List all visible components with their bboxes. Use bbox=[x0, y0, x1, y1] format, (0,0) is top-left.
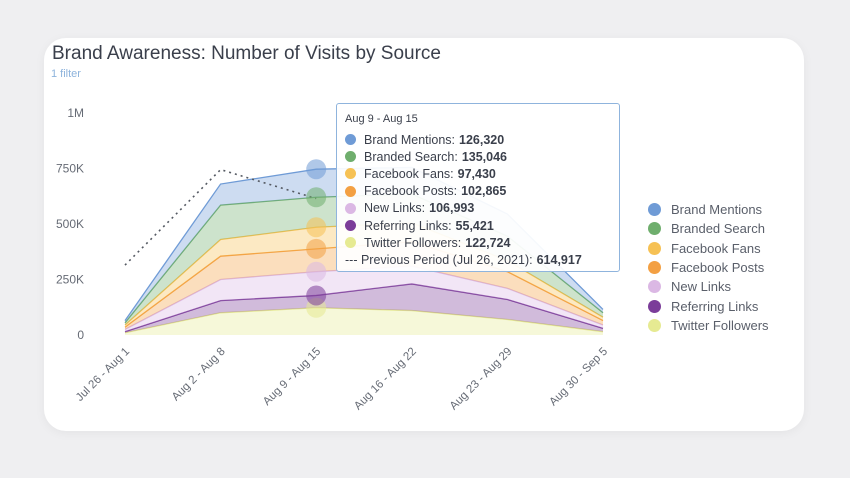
hover-marker bbox=[306, 217, 327, 238]
series-line bbox=[124, 307, 604, 334]
hover-markers bbox=[306, 159, 327, 318]
tooltip-row-label: Branded Search: bbox=[364, 149, 458, 164]
legend-label: Facebook Posts bbox=[671, 260, 765, 276]
series-dot-icon bbox=[345, 185, 356, 197]
legend-dot-icon bbox=[648, 222, 661, 236]
legend-label: Facebook Fans bbox=[671, 240, 761, 256]
tooltip-row: New Links: 106,993 bbox=[345, 200, 619, 217]
x-tick-label: Aug 30 - Sep 5 bbox=[547, 346, 610, 409]
tooltip-row-value: 102,865 bbox=[461, 184, 507, 199]
legend-item[interactable]: Referring Links bbox=[648, 296, 769, 315]
tooltip-row: Brand Mentions: 126,320 bbox=[345, 131, 619, 148]
hover-tooltip: Aug 9 - Aug 15 Brand Mentions: 126,320 Bra… bbox=[336, 103, 620, 272]
legend-dot-icon bbox=[648, 280, 661, 294]
tooltip-row-value: 106,993 bbox=[429, 201, 475, 216]
legend-label: Referring Links bbox=[671, 298, 759, 314]
hover-marker bbox=[306, 285, 327, 306]
x-tick-label: Aug 16 - Aug 22 bbox=[352, 346, 419, 413]
tooltip-row-label: Referring Links: bbox=[364, 218, 452, 233]
area-new-links[interactable] bbox=[125, 266, 603, 332]
tooltip-row-value: 126,320 bbox=[459, 132, 505, 147]
series-dot-icon bbox=[345, 134, 356, 146]
series-dot-icon bbox=[345, 202, 356, 214]
legend-label: Branded Search bbox=[671, 221, 765, 237]
filter-link[interactable]: 1 filter bbox=[51, 68, 81, 80]
tooltip-row: Facebook Fans: 97,430 bbox=[345, 165, 619, 182]
tooltip-row-label: Facebook Posts: bbox=[364, 184, 458, 199]
series-dot-icon bbox=[345, 237, 356, 249]
y-tick-label: 750K bbox=[56, 162, 84, 176]
hover-marker bbox=[306, 187, 327, 208]
tooltip-row: Facebook Posts: 102,865 bbox=[345, 183, 619, 200]
tooltip-previous-row: --- Previous Period (Jul 26, 2021): 614,… bbox=[345, 251, 619, 268]
tooltip-row-value: 122,724 bbox=[465, 235, 511, 250]
tooltip-row-label: Brand Mentions: bbox=[364, 132, 456, 147]
tooltip-row: Twitter Followers: 122,724 bbox=[345, 234, 619, 251]
legend-item[interactable]: Branded Search bbox=[648, 219, 769, 238]
legend-dot-icon bbox=[648, 261, 661, 275]
tooltip-header: Aug 9 - Aug 15 bbox=[345, 113, 418, 125]
chart-title: Brand Awareness: Number of Visits by Sou… bbox=[52, 43, 441, 64]
x-tick-label: Aug 2 - Aug 8 bbox=[170, 346, 228, 404]
legend-dot-icon bbox=[648, 299, 661, 313]
legend-label: Brand Mentions bbox=[671, 202, 763, 218]
series-dot-icon bbox=[345, 168, 356, 180]
tooltip-row-value: 55,421 bbox=[455, 218, 494, 233]
x-tick-label: Jul 26 - Aug 1 bbox=[74, 346, 132, 404]
y-axis: 0 250K 500K 750K 1M bbox=[56, 106, 84, 342]
tooltip-row-label: Twitter Followers: bbox=[364, 235, 462, 250]
tooltip-row: Referring Links: 55,421 bbox=[345, 217, 619, 234]
legend-label: New Links bbox=[671, 279, 731, 295]
hover-marker bbox=[306, 238, 327, 259]
legend-dot-icon bbox=[648, 203, 661, 217]
legend-dot-icon bbox=[648, 318, 661, 332]
tooltip-row-value: 97,430 bbox=[457, 166, 496, 181]
tooltip-row-label: Facebook Fans: bbox=[364, 166, 454, 181]
series-dot-icon bbox=[345, 151, 356, 163]
y-tick-label: 1M bbox=[67, 106, 84, 120]
y-tick-label: 500K bbox=[56, 217, 84, 231]
tooltip-previous-value: 614,917 bbox=[536, 252, 582, 267]
legend-item[interactable]: Facebook Posts bbox=[648, 258, 769, 277]
y-tick-label: 0 bbox=[77, 328, 84, 342]
legend: Brand Mentions Branded Search Facebook Fan… bbox=[648, 200, 769, 335]
area-facebook-fans[interactable] bbox=[125, 222, 603, 328]
legend-item[interactable]: New Links bbox=[648, 277, 769, 296]
legend-item[interactable]: Facebook Fans bbox=[648, 239, 769, 258]
tooltip-row: Branded Search: 135,046 bbox=[345, 148, 619, 165]
tooltip-row-value: 135,046 bbox=[461, 149, 507, 164]
legend-item[interactable]: Twitter Followers bbox=[648, 316, 769, 335]
area-facebook-posts[interactable] bbox=[125, 241, 603, 330]
series-dot-icon bbox=[345, 220, 356, 232]
y-tick-label: 250K bbox=[56, 273, 84, 287]
series-line bbox=[124, 283, 604, 333]
hover-marker bbox=[306, 159, 327, 180]
tooltip-row-label: New Links: bbox=[364, 201, 426, 216]
x-tick-label: Aug 23 - Aug 29 bbox=[448, 346, 515, 413]
legend-label: Twitter Followers bbox=[671, 317, 769, 333]
legend-item[interactable]: Brand Mentions bbox=[648, 200, 769, 219]
legend-dot-icon bbox=[648, 241, 661, 255]
tooltip-previous-label: --- Previous Period (Jul 26, 2021): bbox=[345, 252, 533, 267]
x-axis: Jul 26 - Aug 1 Aug 2 - Aug 8 Aug 9 - Aug 1… bbox=[74, 346, 610, 413]
hover-marker bbox=[306, 261, 327, 282]
x-tick-label: Aug 9 - Aug 15 bbox=[261, 346, 323, 408]
area-twitter-followers[interactable] bbox=[125, 307, 603, 335]
